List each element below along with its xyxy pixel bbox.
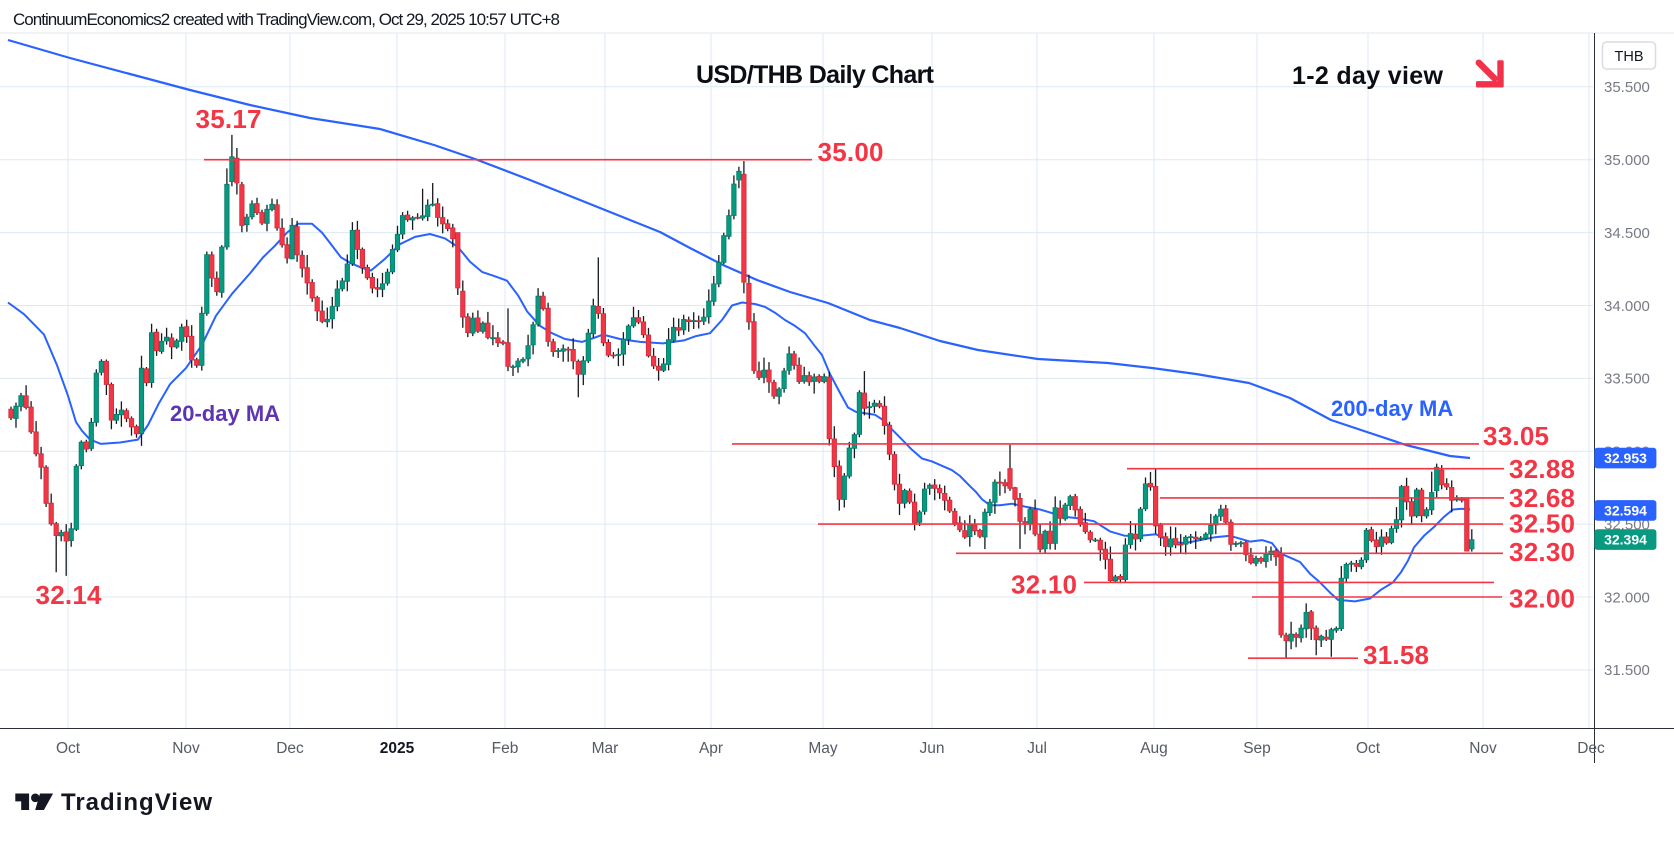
svg-text:33.05: 33.05 xyxy=(1483,421,1549,451)
svg-text:35.500: 35.500 xyxy=(1604,79,1650,96)
svg-text:31.500: 31.500 xyxy=(1604,662,1650,679)
svg-text:Mar: Mar xyxy=(592,740,619,757)
svg-text:32.14: 32.14 xyxy=(36,580,103,610)
svg-text:32.50: 32.50 xyxy=(1509,509,1575,539)
svg-text:Sep: Sep xyxy=(1243,740,1271,757)
svg-text:32.68: 32.68 xyxy=(1509,483,1575,513)
svg-text:34.000: 34.000 xyxy=(1604,298,1650,315)
svg-text:34.500: 34.500 xyxy=(1604,225,1650,242)
svg-text:1-2 day view: 1-2 day view xyxy=(1292,62,1444,90)
svg-text:Oct: Oct xyxy=(1356,740,1381,757)
svg-text:Feb: Feb xyxy=(492,740,519,757)
svg-text:200-day MA: 200-day MA xyxy=(1331,396,1453,421)
svg-text:Apr: Apr xyxy=(699,740,723,757)
svg-text:35.00: 35.00 xyxy=(818,137,884,167)
svg-text:35.000: 35.000 xyxy=(1604,152,1650,169)
svg-text:May: May xyxy=(808,740,838,757)
svg-text:Jul: Jul xyxy=(1027,740,1047,757)
svg-text:2025: 2025 xyxy=(380,740,415,757)
svg-text:20-day MA: 20-day MA xyxy=(170,401,280,426)
svg-text:Nov: Nov xyxy=(172,740,200,757)
svg-text:ContinuumEconomics2 created wi: ContinuumEconomics2 created with Trading… xyxy=(13,10,560,29)
svg-text:Nov: Nov xyxy=(1469,740,1497,757)
svg-text:Dec: Dec xyxy=(1577,740,1605,757)
svg-text:32.394: 32.394 xyxy=(1604,532,1647,548)
svg-text:Jun: Jun xyxy=(920,740,945,757)
svg-text:32.594: 32.594 xyxy=(1604,502,1647,518)
svg-text:32.000: 32.000 xyxy=(1604,589,1650,606)
svg-text:TradingView: TradingView xyxy=(61,789,212,816)
svg-text:Oct: Oct xyxy=(56,740,81,757)
svg-text:31.58: 31.58 xyxy=(1363,640,1429,670)
svg-text:32.30: 32.30 xyxy=(1509,537,1575,567)
svg-text:32.953: 32.953 xyxy=(1604,450,1647,466)
svg-text:THB: THB xyxy=(1615,49,1644,65)
svg-text:Aug: Aug xyxy=(1140,740,1168,757)
svg-text:Dec: Dec xyxy=(276,740,304,757)
svg-text:33.500: 33.500 xyxy=(1604,371,1650,388)
svg-text:32.00: 32.00 xyxy=(1509,584,1575,614)
svg-text:35.17: 35.17 xyxy=(196,104,262,134)
svg-text:32.88: 32.88 xyxy=(1509,454,1575,484)
svg-text:USD/THB Daily Chart: USD/THB Daily Chart xyxy=(696,61,935,89)
svg-text:32.10: 32.10 xyxy=(1011,570,1077,600)
